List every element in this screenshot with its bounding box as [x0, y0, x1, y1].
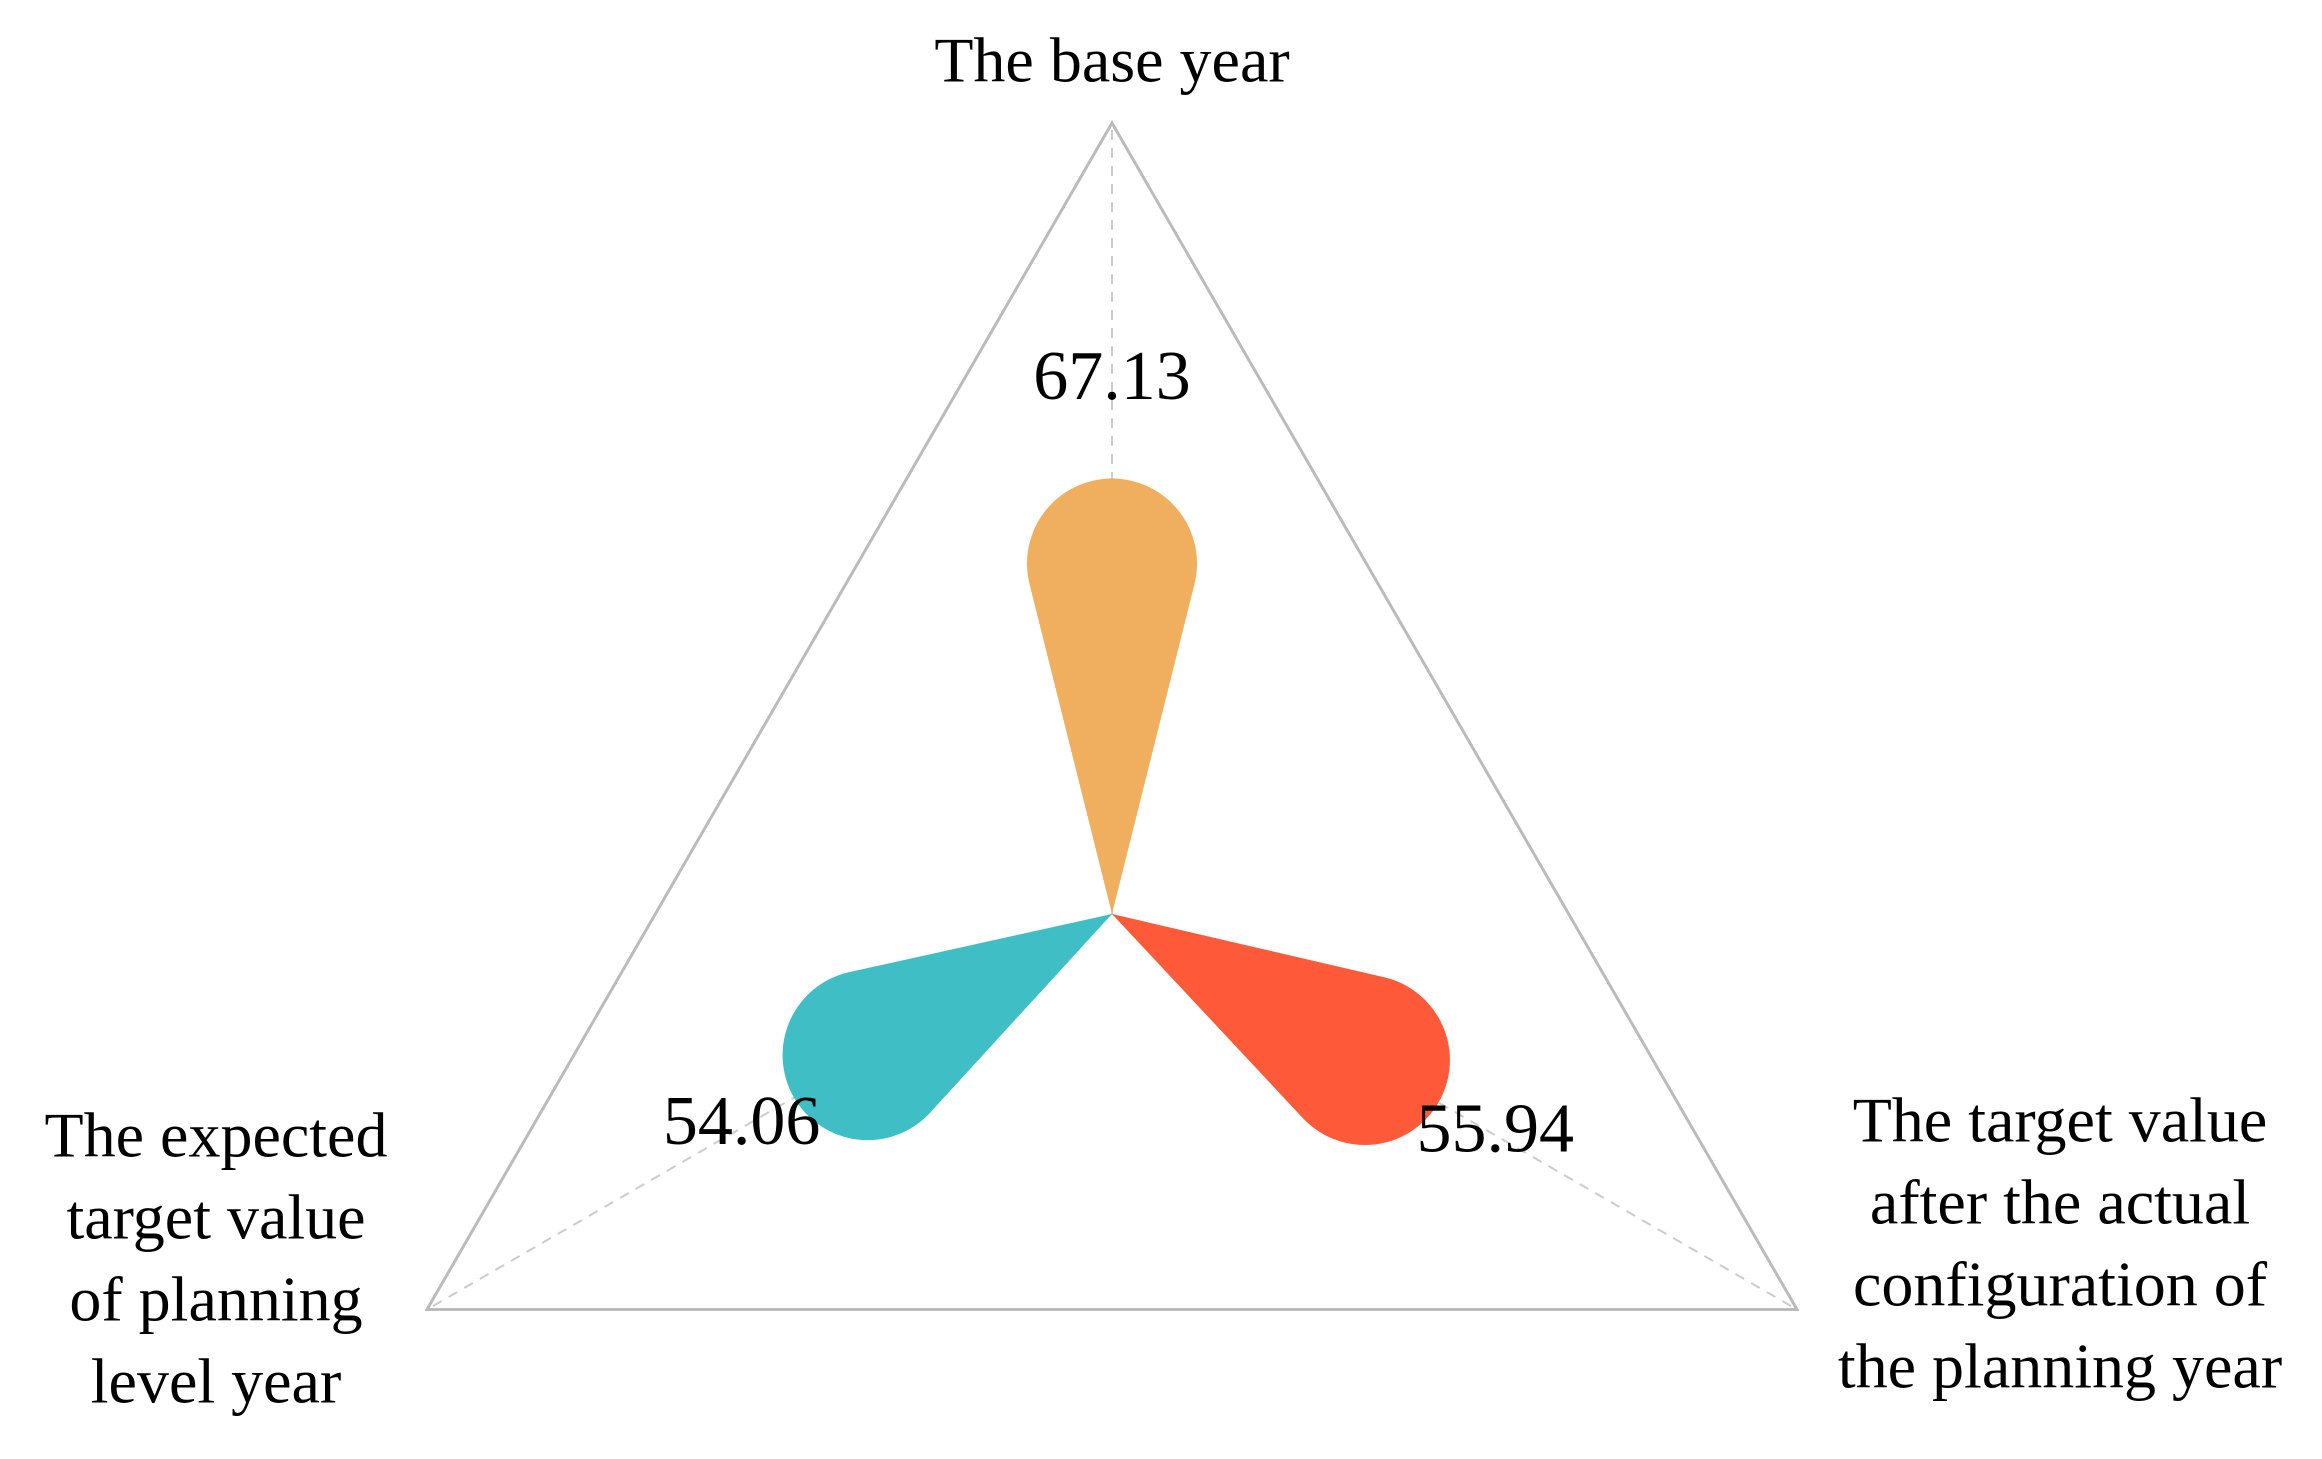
- axis-label: The expected: [45, 1100, 388, 1171]
- value-label: 67.13: [1033, 338, 1191, 415]
- petal: [782, 914, 1112, 1141]
- axis-label: configuration of: [1853, 1249, 2268, 1320]
- value-label: 54.06: [663, 1083, 821, 1160]
- axis-label: level year: [91, 1346, 342, 1417]
- petal: [1027, 478, 1197, 914]
- axis-label: The base year: [934, 25, 1289, 96]
- frame: [424, 120, 1800, 1311]
- axis-label: The target value: [1853, 1085, 2268, 1156]
- axis-label: of planning: [69, 1264, 362, 1335]
- axis-label: the planning year: [1838, 1331, 2282, 1402]
- petal: [1112, 914, 1450, 1146]
- value-label: 55.94: [1416, 1090, 1574, 1167]
- axis-label: after the actual: [1870, 1167, 2250, 1238]
- axis-label: target value: [66, 1182, 365, 1253]
